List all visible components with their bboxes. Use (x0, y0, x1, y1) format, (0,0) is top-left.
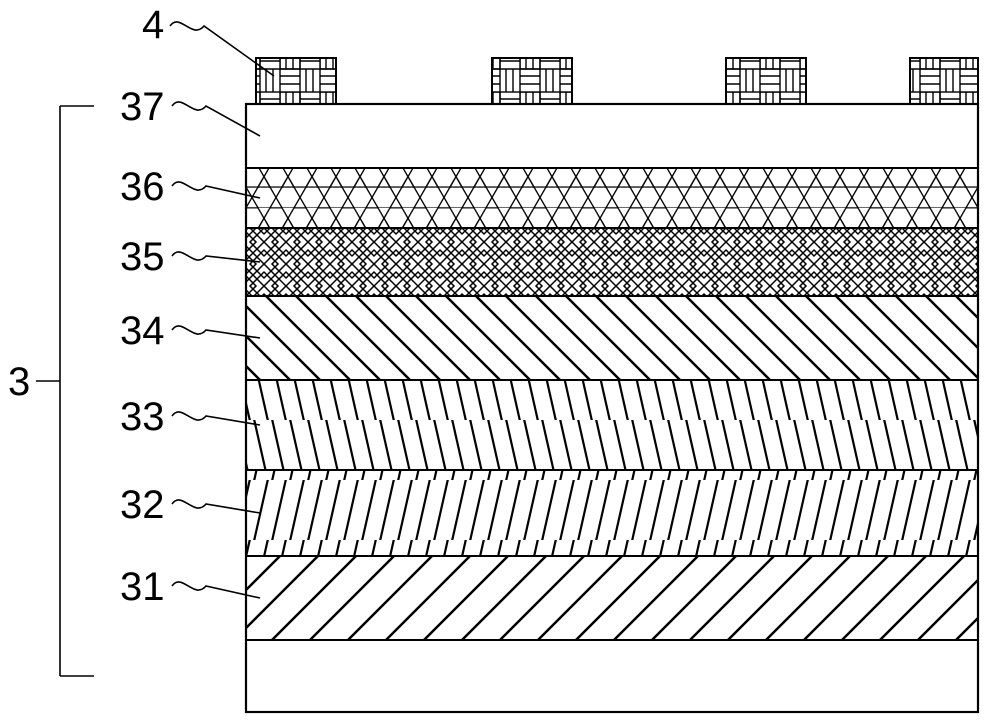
layer-36 (246, 168, 978, 228)
top-block-1 (256, 58, 336, 104)
layer-stack (246, 104, 978, 712)
top-block-4 (910, 58, 978, 104)
label-37: 37 (120, 85, 165, 129)
layer-32 (246, 470, 978, 556)
layer-34 (246, 296, 978, 380)
top-blocks-group (246, 58, 978, 104)
layer-31 (246, 556, 978, 640)
label-33: 33 (120, 395, 165, 439)
label-32: 32 (120, 483, 165, 527)
layer-33 (246, 380, 978, 470)
label-36: 36 (120, 165, 165, 209)
label-31: 31 (120, 565, 165, 609)
undefined (246, 640, 978, 712)
label-4: 4 (142, 3, 164, 47)
top-block-3 (726, 58, 806, 104)
label-34: 34 (120, 309, 165, 353)
layer-35 (246, 228, 978, 296)
label-3: 3 (8, 360, 30, 404)
label-35: 35 (120, 235, 165, 279)
top-block-2 (492, 58, 572, 104)
labels-group: 3437363534333231 (8, 3, 165, 609)
layered-structure-diagram: 3437363534333231 (0, 0, 1000, 722)
layer-37 (246, 104, 978, 168)
